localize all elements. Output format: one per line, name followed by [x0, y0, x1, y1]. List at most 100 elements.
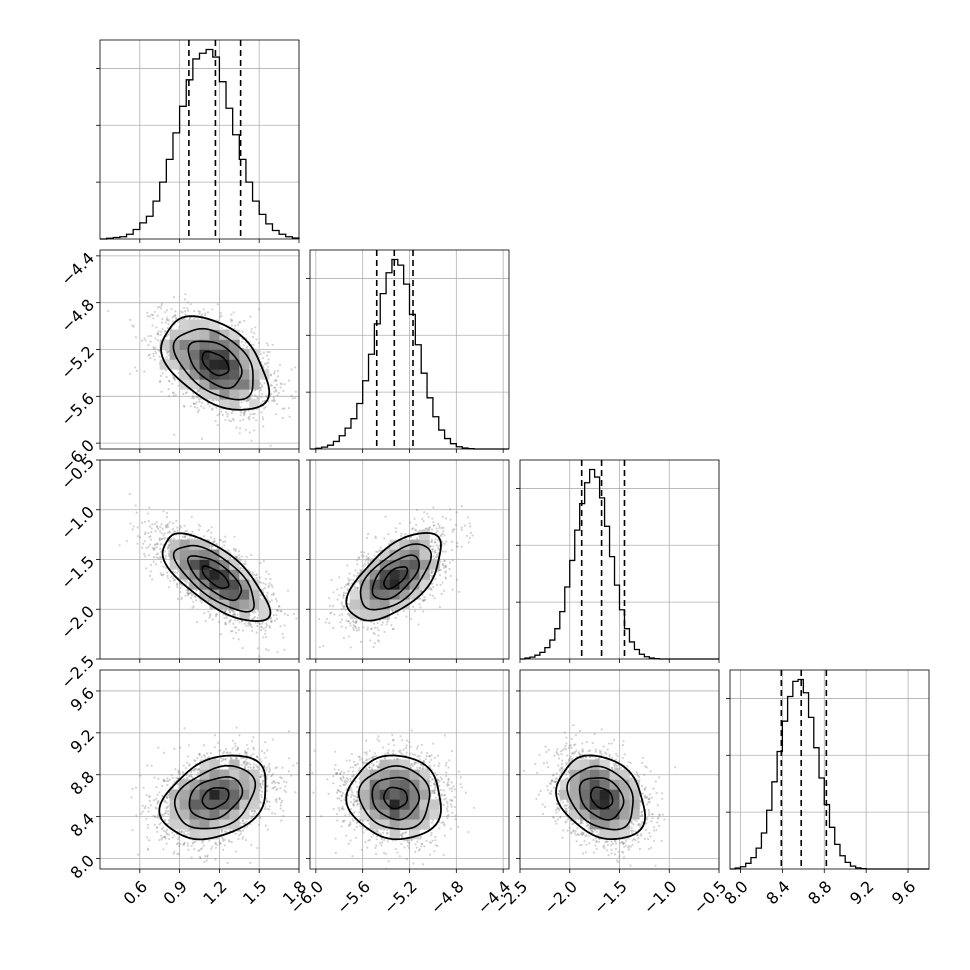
- sample-point: [418, 766, 421, 770]
- sample-point: [264, 577, 268, 580]
- sample-point: [206, 311, 210, 314]
- sample-point: [430, 528, 434, 531]
- sample-point: [265, 342, 268, 345]
- sample-point: [409, 521, 412, 524]
- sample-point: [161, 784, 164, 787]
- sample-point: [301, 621, 303, 623]
- sample-point: [239, 822, 242, 825]
- sample-point: [436, 778, 439, 781]
- sample-point: [423, 596, 426, 599]
- density-cell: [239, 809, 250, 820]
- sample-point: [151, 324, 154, 327]
- density-cell: [179, 339, 190, 350]
- sample-point: [160, 532, 163, 535]
- sample-point: [438, 574, 441, 577]
- sample-point: [240, 559, 243, 562]
- sample-point: [170, 307, 173, 311]
- sample-point: [129, 318, 132, 321]
- density-cell: [209, 339, 220, 350]
- density-cell: [249, 349, 260, 360]
- sample-point: [255, 419, 258, 422]
- sample-point: [431, 548, 434, 551]
- sample-point: [445, 761, 448, 765]
- sample-point: [443, 834, 446, 837]
- sample-point: [159, 834, 163, 837]
- sample-point: [392, 739, 395, 742]
- sample-point: [431, 540, 434, 543]
- sample-point: [270, 399, 274, 402]
- sample-point: [274, 378, 277, 381]
- sample-point: [135, 511, 138, 514]
- sample-point: [274, 386, 277, 389]
- sample-point: [353, 828, 356, 831]
- sample-point: [430, 588, 433, 592]
- sample-point: [361, 760, 364, 763]
- sample-point: [219, 749, 222, 752]
- sample-point: [280, 819, 283, 822]
- sample-point: [265, 766, 268, 770]
- sample-point: [265, 362, 268, 365]
- sample-point: [380, 623, 383, 626]
- sample-point: [245, 555, 248, 558]
- density-cell: [179, 789, 190, 800]
- sample-point: [167, 545, 170, 548]
- sample-point: [198, 855, 201, 858]
- density-cell: [189, 359, 200, 370]
- sample-point: [278, 798, 281, 801]
- sample-point: [259, 784, 262, 788]
- sample-point: [266, 365, 269, 368]
- sample-point: [260, 787, 263, 790]
- sample-point: [243, 765, 247, 768]
- sample-point: [344, 814, 347, 817]
- sample-point: [440, 526, 443, 529]
- sample-point: [343, 607, 346, 610]
- sample-point: [196, 410, 200, 414]
- density-cell: [209, 549, 220, 560]
- sample-point: [259, 353, 262, 356]
- sample-point: [262, 418, 265, 421]
- sample-point: [149, 356, 152, 360]
- sample-point: [210, 526, 213, 529]
- sample-point: [440, 821, 443, 824]
- sample-point: [268, 350, 271, 354]
- sample-point: [372, 631, 375, 634]
- sample-point: [259, 576, 262, 579]
- sample-point: [154, 337, 157, 340]
- sample-point: [436, 778, 439, 782]
- sample-point: [234, 757, 237, 760]
- sample-point: [195, 401, 198, 404]
- sample-point: [290, 368, 293, 371]
- sample-point: [460, 526, 463, 529]
- sample-point: [271, 781, 274, 785]
- sample-point: [338, 809, 341, 812]
- sample-point: [356, 629, 359, 632]
- density-cell: [209, 319, 220, 330]
- sample-point: [261, 781, 264, 785]
- sample-point: [338, 594, 341, 597]
- sample-point: [433, 791, 436, 795]
- sample-point: [252, 809, 255, 812]
- sample-point: [266, 800, 269, 803]
- sample-point: [146, 847, 150, 850]
- sample-point: [429, 540, 433, 543]
- sample-point: [355, 559, 359, 562]
- sample-point: [436, 552, 440, 555]
- sample-point: [153, 776, 156, 779]
- sample-point: [132, 525, 135, 528]
- sample-point: [400, 739, 404, 742]
- density-cell: [359, 579, 370, 590]
- sample-point: [214, 842, 217, 845]
- sample-point: [235, 757, 238, 760]
- sample-point: [435, 531, 438, 535]
- sample-point: [250, 816, 253, 820]
- sample-point: [261, 392, 264, 396]
- density-cell: [209, 809, 220, 820]
- sample-point: [245, 624, 248, 627]
- sample-point: [265, 648, 268, 651]
- sample-point: [170, 774, 173, 777]
- density-cell: [189, 559, 200, 570]
- sample-point: [168, 521, 171, 524]
- sample-point: [346, 564, 349, 567]
- contour-line: [161, 532, 272, 622]
- sample-point: [249, 623, 252, 627]
